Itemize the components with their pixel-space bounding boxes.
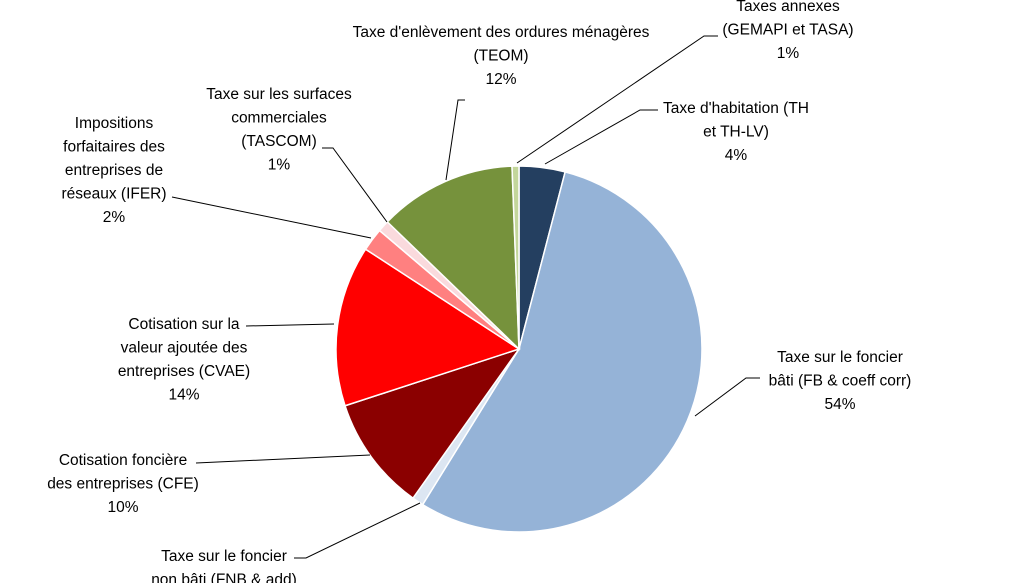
pie-slice-4 — [344, 347, 521, 500]
leader-line-1 — [544, 109, 658, 165]
slice-label-4: Cotisation foncière des entreprises (CFE)… — [47, 452, 199, 516]
slice-label-8: Taxe d'enlèvement des ordures ménagères(… — [353, 24, 650, 88]
leader-line-4 — [195, 454, 371, 464]
leader-line-9 — [516, 35, 718, 164]
slice-label-6: Impositions forfaitaires des entreprises d… — [61, 115, 166, 226]
slice-labels: Taxe d'habitation (TH et TH-LV) 4% Taxe sur… — [47, 0, 911, 583]
leader-line-8 — [445, 99, 465, 181]
leader-line-7 — [322, 147, 388, 223]
leader-line-3 — [294, 502, 421, 559]
pie-slice-8 — [386, 165, 520, 351]
leader-line-6 — [171, 196, 372, 239]
slice-label-3: Taxe sur le foncier non bâti (FNB & add) — [151, 548, 297, 583]
leader-line-2 — [694, 377, 760, 417]
slice-label-7: Taxe sur les surfaces commerciales (TASCOM… — [206, 86, 352, 174]
pie-slices — [335, 165, 703, 533]
slice-label-2: Taxe sur le foncier bâti (FB & coeff corr… — [769, 349, 912, 413]
leader-line-5 — [245, 323, 335, 327]
leader-lines — [171, 35, 760, 559]
slice-label-5: Cotisation sur la valeur ajoutée des entre… — [118, 316, 250, 404]
pie-slice-9 — [511, 165, 520, 350]
pie-slice-2 — [421, 170, 703, 533]
pie-slice-5 — [335, 248, 521, 407]
slice-label-9: Taxes annexes (GEMAPI et TASA) 1% — [722, 0, 853, 62]
slice-label-1: Taxe d'habitation (TH et TH-LV) 4% — [663, 100, 809, 164]
